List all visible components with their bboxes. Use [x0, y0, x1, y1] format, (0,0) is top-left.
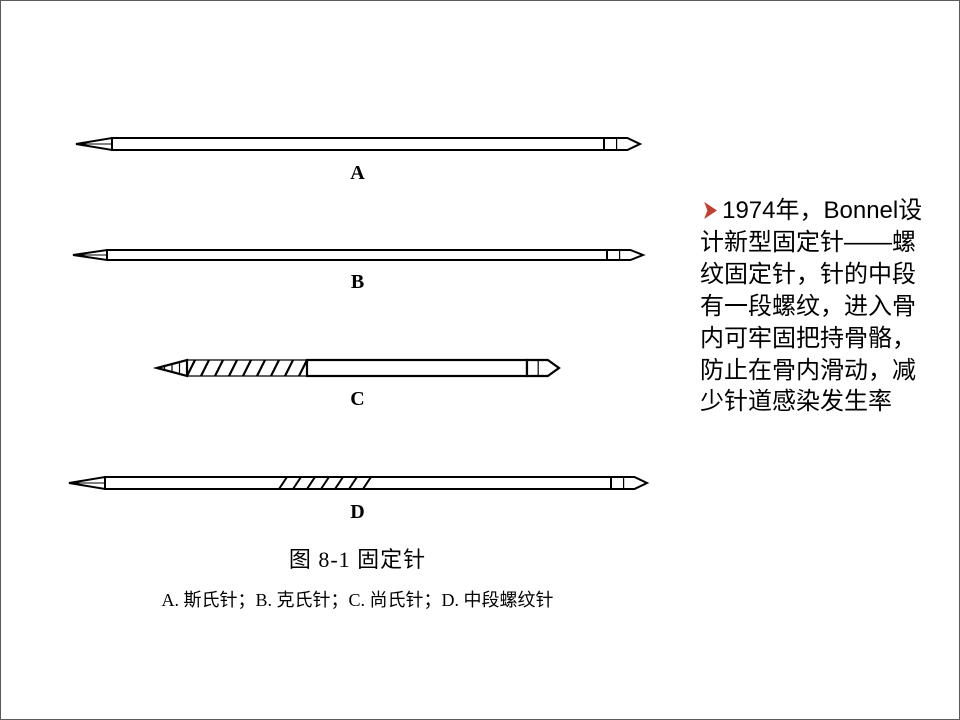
- figure-caption: 图 8-1 固定针: [20, 542, 695, 574]
- pin-row-d: D: [20, 469, 695, 524]
- pin-label-d: D: [20, 501, 695, 524]
- pin-label-b: B: [20, 271, 695, 294]
- pin-row-a: A: [20, 130, 695, 185]
- text-panel: ➤1974年，Bonnel设计新型固定针——螺纹固定针，针的中段有一段螺纹，进入…: [695, 10, 940, 710]
- figure-legend: A. 斯氏针；B. 克氏针；C. 尚氏针；D. 中段螺纹针: [20, 586, 695, 612]
- pins-container: A B C D: [20, 130, 695, 524]
- year-text: 1974年，: [722, 197, 823, 224]
- slide-content: A B C D 图 8-1 固定针 A. 斯氏针；B. 克氏针；C. 尚氏针；D. 中…: [0, 0, 960, 720]
- body-text: Bonnel设计新型固定针——螺纹固定针，针的中段有一段螺纹，进入骨内可牢固把持…: [700, 197, 922, 415]
- pin-label-a: A: [20, 162, 695, 185]
- figure-panel: A B C D 图 8-1 固定针 A. 斯氏针；B. 克氏针；C. 尚氏针；D. 中…: [20, 10, 695, 710]
- pin-row-c: C: [20, 352, 695, 411]
- chevron-right-icon: ➤: [703, 195, 717, 227]
- pin-row-b: B: [20, 243, 695, 294]
- pin-label-c: C: [20, 388, 695, 411]
- body-paragraph: ➤1974年，Bonnel设计新型固定针——螺纹固定针，针的中段有一段螺纹，进入…: [700, 195, 930, 418]
